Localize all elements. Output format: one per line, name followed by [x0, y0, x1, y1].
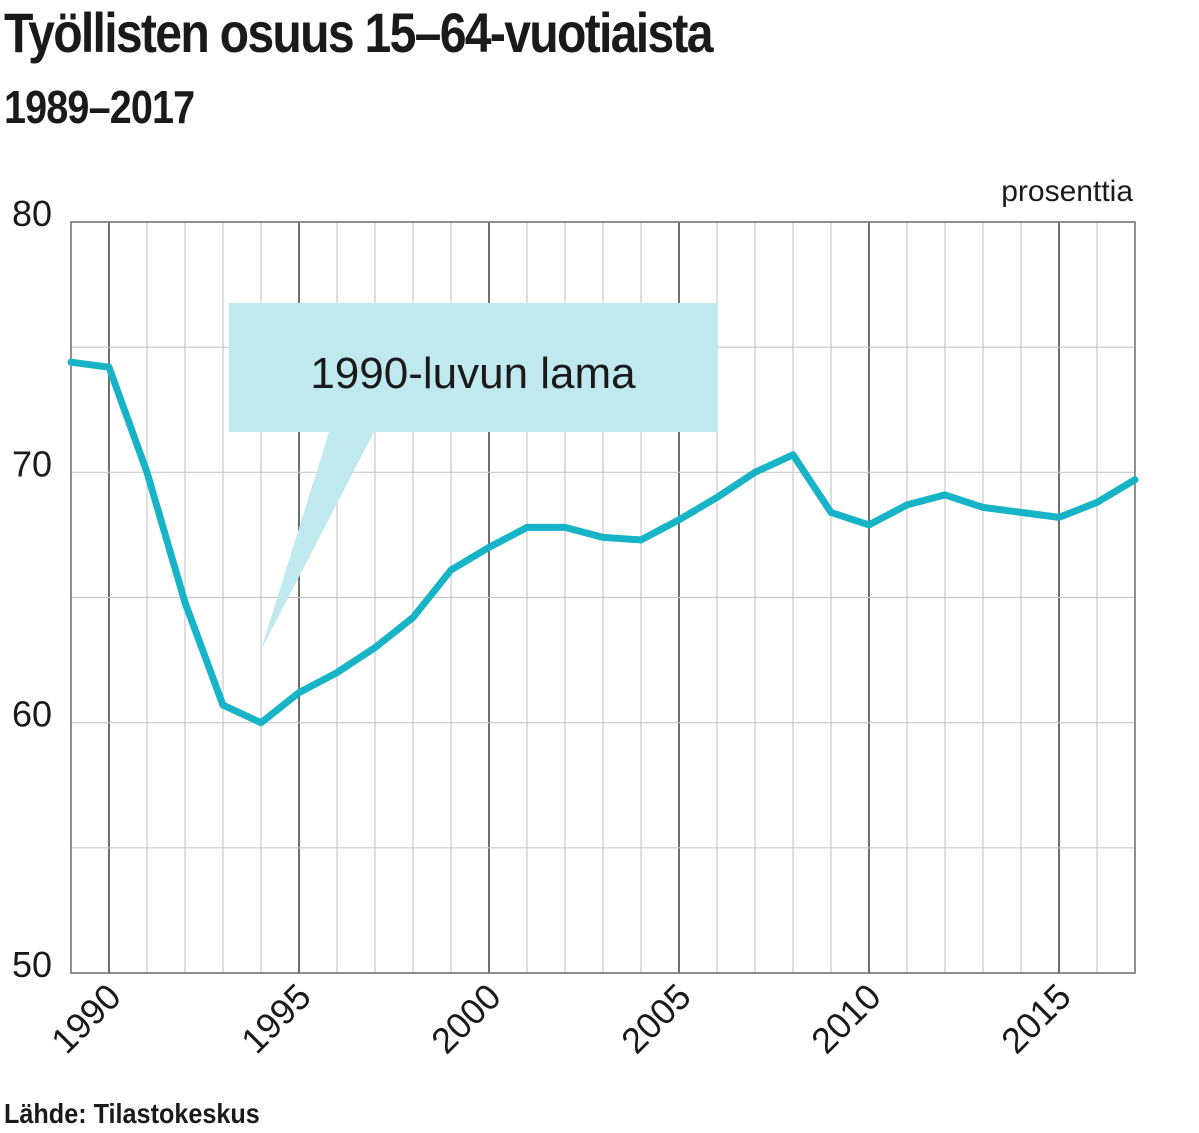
data-point-1991	[144, 469, 150, 476]
data-point-2009	[828, 509, 834, 516]
data-point-2012	[942, 491, 948, 498]
data-point-2017	[1132, 476, 1138, 483]
data-point-2003	[600, 534, 606, 541]
chart-title: Työllisten osuus 15–64-vuotiaista	[4, 1, 714, 64]
x-tick-label-2005: 2005	[613, 976, 699, 1062]
x-tick-label-1990: 1990	[43, 976, 129, 1062]
data-point-1997	[372, 644, 378, 651]
data-point-2004	[638, 536, 644, 543]
annotation-callout: 1990-luvun lama	[229, 303, 717, 651]
y-tick-label-70: 70	[12, 443, 52, 484]
data-point-2014	[1018, 509, 1024, 516]
y-tick-label-50: 50	[12, 944, 52, 985]
data-point-2007	[752, 469, 758, 476]
data-point-2001	[524, 524, 530, 531]
y-tick-label-80: 80	[12, 193, 52, 234]
data-point-2015	[1056, 514, 1062, 521]
chart-subtitle: 1989–2017	[4, 81, 195, 133]
x-axis-labels: 1990 1995 2000 2005 2010 2015	[43, 976, 1079, 1062]
data-point-2016	[1094, 499, 1100, 506]
data-point-2006	[714, 494, 720, 501]
x-tick-label-1995: 1995	[233, 976, 319, 1062]
annotation-pointer	[261, 432, 374, 651]
source-note: Lähde: Tilastokeskus	[4, 1098, 260, 1129]
y-tick-label-60: 60	[12, 694, 52, 735]
data-point-1989	[68, 359, 74, 366]
unit-label: prosenttia	[1001, 175, 1133, 208]
data-point-2013	[980, 504, 986, 511]
data-point-2011	[904, 501, 910, 508]
plot-frame	[70, 221, 1136, 974]
annotation-box	[229, 303, 717, 432]
data-point-1995	[296, 689, 302, 696]
data-point-1994	[258, 719, 264, 726]
data-point-1998	[410, 614, 416, 621]
x-tick-label-2000: 2000	[423, 976, 509, 1062]
data-point-2005	[676, 516, 682, 523]
data-point-2010	[866, 521, 872, 528]
annotation-label: 1990-luvun lama	[310, 349, 636, 398]
data-point-1992	[182, 599, 188, 606]
x-tick-label-2010: 2010	[803, 976, 889, 1062]
series-line-group	[67, 358, 1139, 727]
data-point-2000	[486, 544, 492, 551]
y-axis-labels: 50 60 70 80	[12, 193, 52, 985]
x-tick-label-2015: 2015	[993, 976, 1079, 1062]
data-point-2008	[790, 451, 796, 458]
data-point-1996	[334, 669, 340, 676]
data-point-2002	[562, 524, 568, 531]
data-point-1993	[220, 702, 226, 709]
data-point-1990	[106, 364, 112, 371]
data-point-1999	[448, 566, 454, 573]
